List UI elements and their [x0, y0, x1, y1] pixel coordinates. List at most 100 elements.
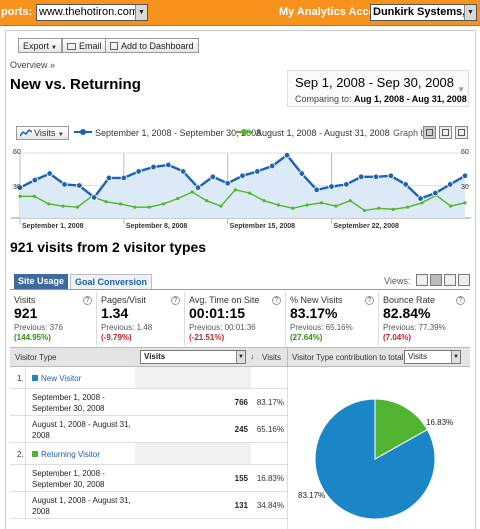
series-current-point[interactable] — [16, 184, 24, 191]
series-current-point[interactable] — [61, 181, 68, 188]
series-current-point[interactable] — [357, 173, 365, 181]
series-previous-point[interactable] — [61, 204, 65, 208]
series-current-point[interactable] — [194, 184, 202, 191]
view-table-button[interactable] — [416, 274, 428, 286]
series-current-point[interactable] — [76, 182, 83, 189]
series-previous-point[interactable] — [47, 202, 51, 206]
series-previous-point[interactable] — [190, 190, 194, 194]
series-current-point[interactable] — [387, 172, 395, 179]
series-previous-point[interactable] — [362, 208, 367, 213]
series-previous-point[interactable] — [118, 202, 123, 206]
series-current-point[interactable] — [402, 181, 409, 188]
series-previous-point[interactable] — [75, 205, 80, 209]
metric-card[interactable]: Bounce Rate 82.84% Previous: 77.39% (7.04%)… — [379, 292, 470, 346]
series-previous-point[interactable] — [176, 196, 180, 201]
column-metric-select[interactable]: Visits ▼ — [140, 350, 246, 364]
series-current-point[interactable] — [150, 163, 157, 171]
contribution-select[interactable]: Visits ▼ — [404, 350, 461, 364]
series-previous-point[interactable] — [147, 205, 151, 209]
site-select[interactable]: www.thehotiron.com/ ▼ — [36, 4, 148, 21]
col-visitor-type[interactable]: Visitor Type — [15, 353, 57, 362]
series-current-point[interactable] — [328, 183, 335, 190]
series-current-point[interactable] — [165, 161, 172, 169]
metric-select[interactable]: Visits ▼ — [16, 126, 69, 140]
series-current-point[interactable] — [254, 168, 261, 175]
help-icon[interactable]: ? — [83, 296, 92, 305]
series-current-point[interactable] — [135, 168, 142, 175]
series-current-point[interactable] — [239, 172, 246, 179]
breadcrumb[interactable]: Overview » — [10, 60, 56, 70]
series-previous-point[interactable] — [305, 203, 309, 207]
view-pie-button[interactable] — [430, 274, 442, 286]
series-current-point[interactable] — [283, 151, 291, 159]
help-icon[interactable]: ? — [171, 296, 180, 305]
pie-slice[interactable] — [314, 398, 436, 520]
col-visits[interactable]: Visits — [262, 353, 281, 362]
metric-card[interactable]: Visits 921 Previous: 376 (144.95%)? — [10, 292, 97, 346]
series-previous-point[interactable] — [18, 194, 22, 198]
account-select[interactable]: Dunkirk Systems, LLC ▼ — [370, 4, 477, 21]
series-previous-point[interactable] — [377, 206, 381, 210]
export-button[interactable]: Export ▼ — [18, 38, 62, 53]
series-previous-point[interactable] — [348, 199, 352, 203]
series-previous-point[interactable] — [291, 206, 295, 210]
series-previous-point[interactable] — [334, 204, 338, 208]
series-previous-point[interactable] — [219, 204, 223, 208]
tab-site-usage[interactable]: Site Usage — [14, 274, 69, 290]
add-to-dashboard-button[interactable]: Add to Dashboard — [105, 38, 199, 53]
metric-card[interactable]: % New Visits 83.17% Previous: 65.16% (27.64… — [286, 292, 379, 346]
metric-card[interactable]: Pages/Visit 1.34 Previous: 1.48 (-9.79%)? — [97, 292, 185, 346]
sort-desc-icon[interactable]: ↓ — [250, 351, 255, 361]
series-previous-point[interactable] — [391, 207, 395, 211]
series-previous-point[interactable] — [463, 201, 467, 205]
visitor-type-link[interactable]: Returning Visitor — [32, 450, 100, 459]
series-previous-point[interactable] — [420, 201, 424, 205]
graph-by-month-button[interactable] — [455, 126, 468, 139]
series-current-point[interactable] — [120, 174, 128, 182]
series-current-point[interactable] — [46, 170, 53, 177]
view-comparison-button[interactable] — [458, 274, 470, 286]
series-current-point[interactable] — [446, 181, 454, 188]
date-range-picker[interactable]: Sep 1, 2008 - Sep 30, 2008 Comparing to:… — [287, 70, 469, 107]
series-previous-point[interactable] — [161, 202, 166, 206]
series-current-point[interactable] — [461, 172, 469, 179]
series-current-point[interactable] — [209, 173, 217, 181]
tab-goal-conversion[interactable]: Goal Conversion — [70, 274, 153, 290]
series-current-point[interactable] — [90, 194, 98, 201]
series-current-point[interactable] — [417, 195, 424, 202]
visitor-type-link[interactable]: New Visitor — [32, 374, 81, 383]
help-icon[interactable]: ? — [272, 296, 281, 305]
series-previous-point[interactable] — [133, 205, 137, 209]
series-previous-point[interactable] — [205, 199, 209, 203]
series-current-point[interactable] — [105, 174, 113, 182]
graph-by-week-button[interactable] — [439, 126, 452, 139]
series-previous-point[interactable] — [32, 194, 36, 198]
series-previous-point[interactable] — [319, 201, 324, 205]
pie-slice[interactable] — [374, 398, 428, 460]
series-current-point[interactable] — [298, 170, 306, 177]
help-icon[interactable]: ? — [365, 296, 374, 305]
series-current-point[interactable] — [31, 176, 39, 184]
series-previous-point[interactable] — [276, 203, 280, 207]
series-previous-point[interactable] — [233, 188, 237, 192]
help-icon[interactable]: ? — [456, 296, 465, 305]
table-group-row[interactable]: 1. New Visitor — [10, 367, 287, 389]
view-performance-button[interactable] — [444, 274, 456, 286]
series-previous-point[interactable] — [248, 191, 252, 195]
series-previous-point[interactable] — [104, 200, 108, 204]
comparing-range: Aug 1, 2008 - Aug 31, 2008 — [354, 94, 467, 104]
series-current-point[interactable] — [313, 186, 320, 194]
metric-card[interactable]: Avg. Time on Site 00:01:15 Previous: 00:01… — [185, 292, 286, 346]
series-current-point[interactable] — [343, 181, 350, 188]
series-current-point[interactable] — [179, 168, 187, 175]
series-previous-point[interactable] — [449, 204, 453, 208]
series-current-point[interactable] — [372, 173, 380, 181]
series-current-point[interactable] — [268, 162, 276, 170]
table-group-row[interactable]: 2. Returning Visitor — [10, 443, 287, 465]
series-current-point[interactable] — [432, 189, 439, 197]
email-button[interactable]: Email — [62, 38, 107, 53]
series-current-point[interactable] — [224, 180, 231, 187]
graph-by-day-button[interactable] — [423, 126, 436, 139]
series-previous-point[interactable] — [262, 199, 266, 203]
series-previous-point[interactable] — [405, 205, 410, 209]
